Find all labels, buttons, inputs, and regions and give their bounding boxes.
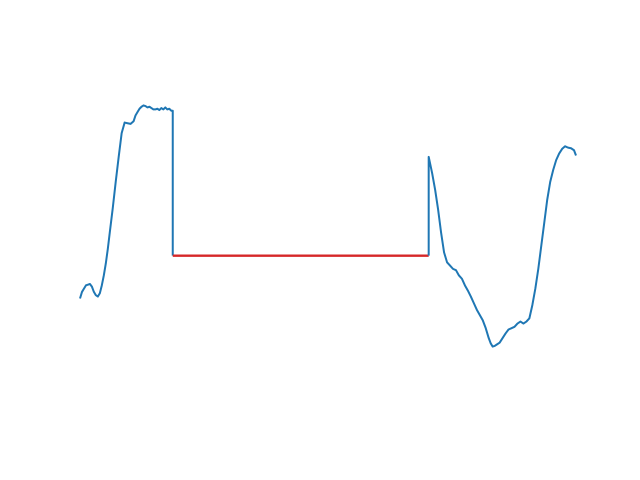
- series-line-left: [79, 104, 174, 299]
- series-layer: [79, 104, 577, 348]
- series-line-right: [427, 145, 577, 348]
